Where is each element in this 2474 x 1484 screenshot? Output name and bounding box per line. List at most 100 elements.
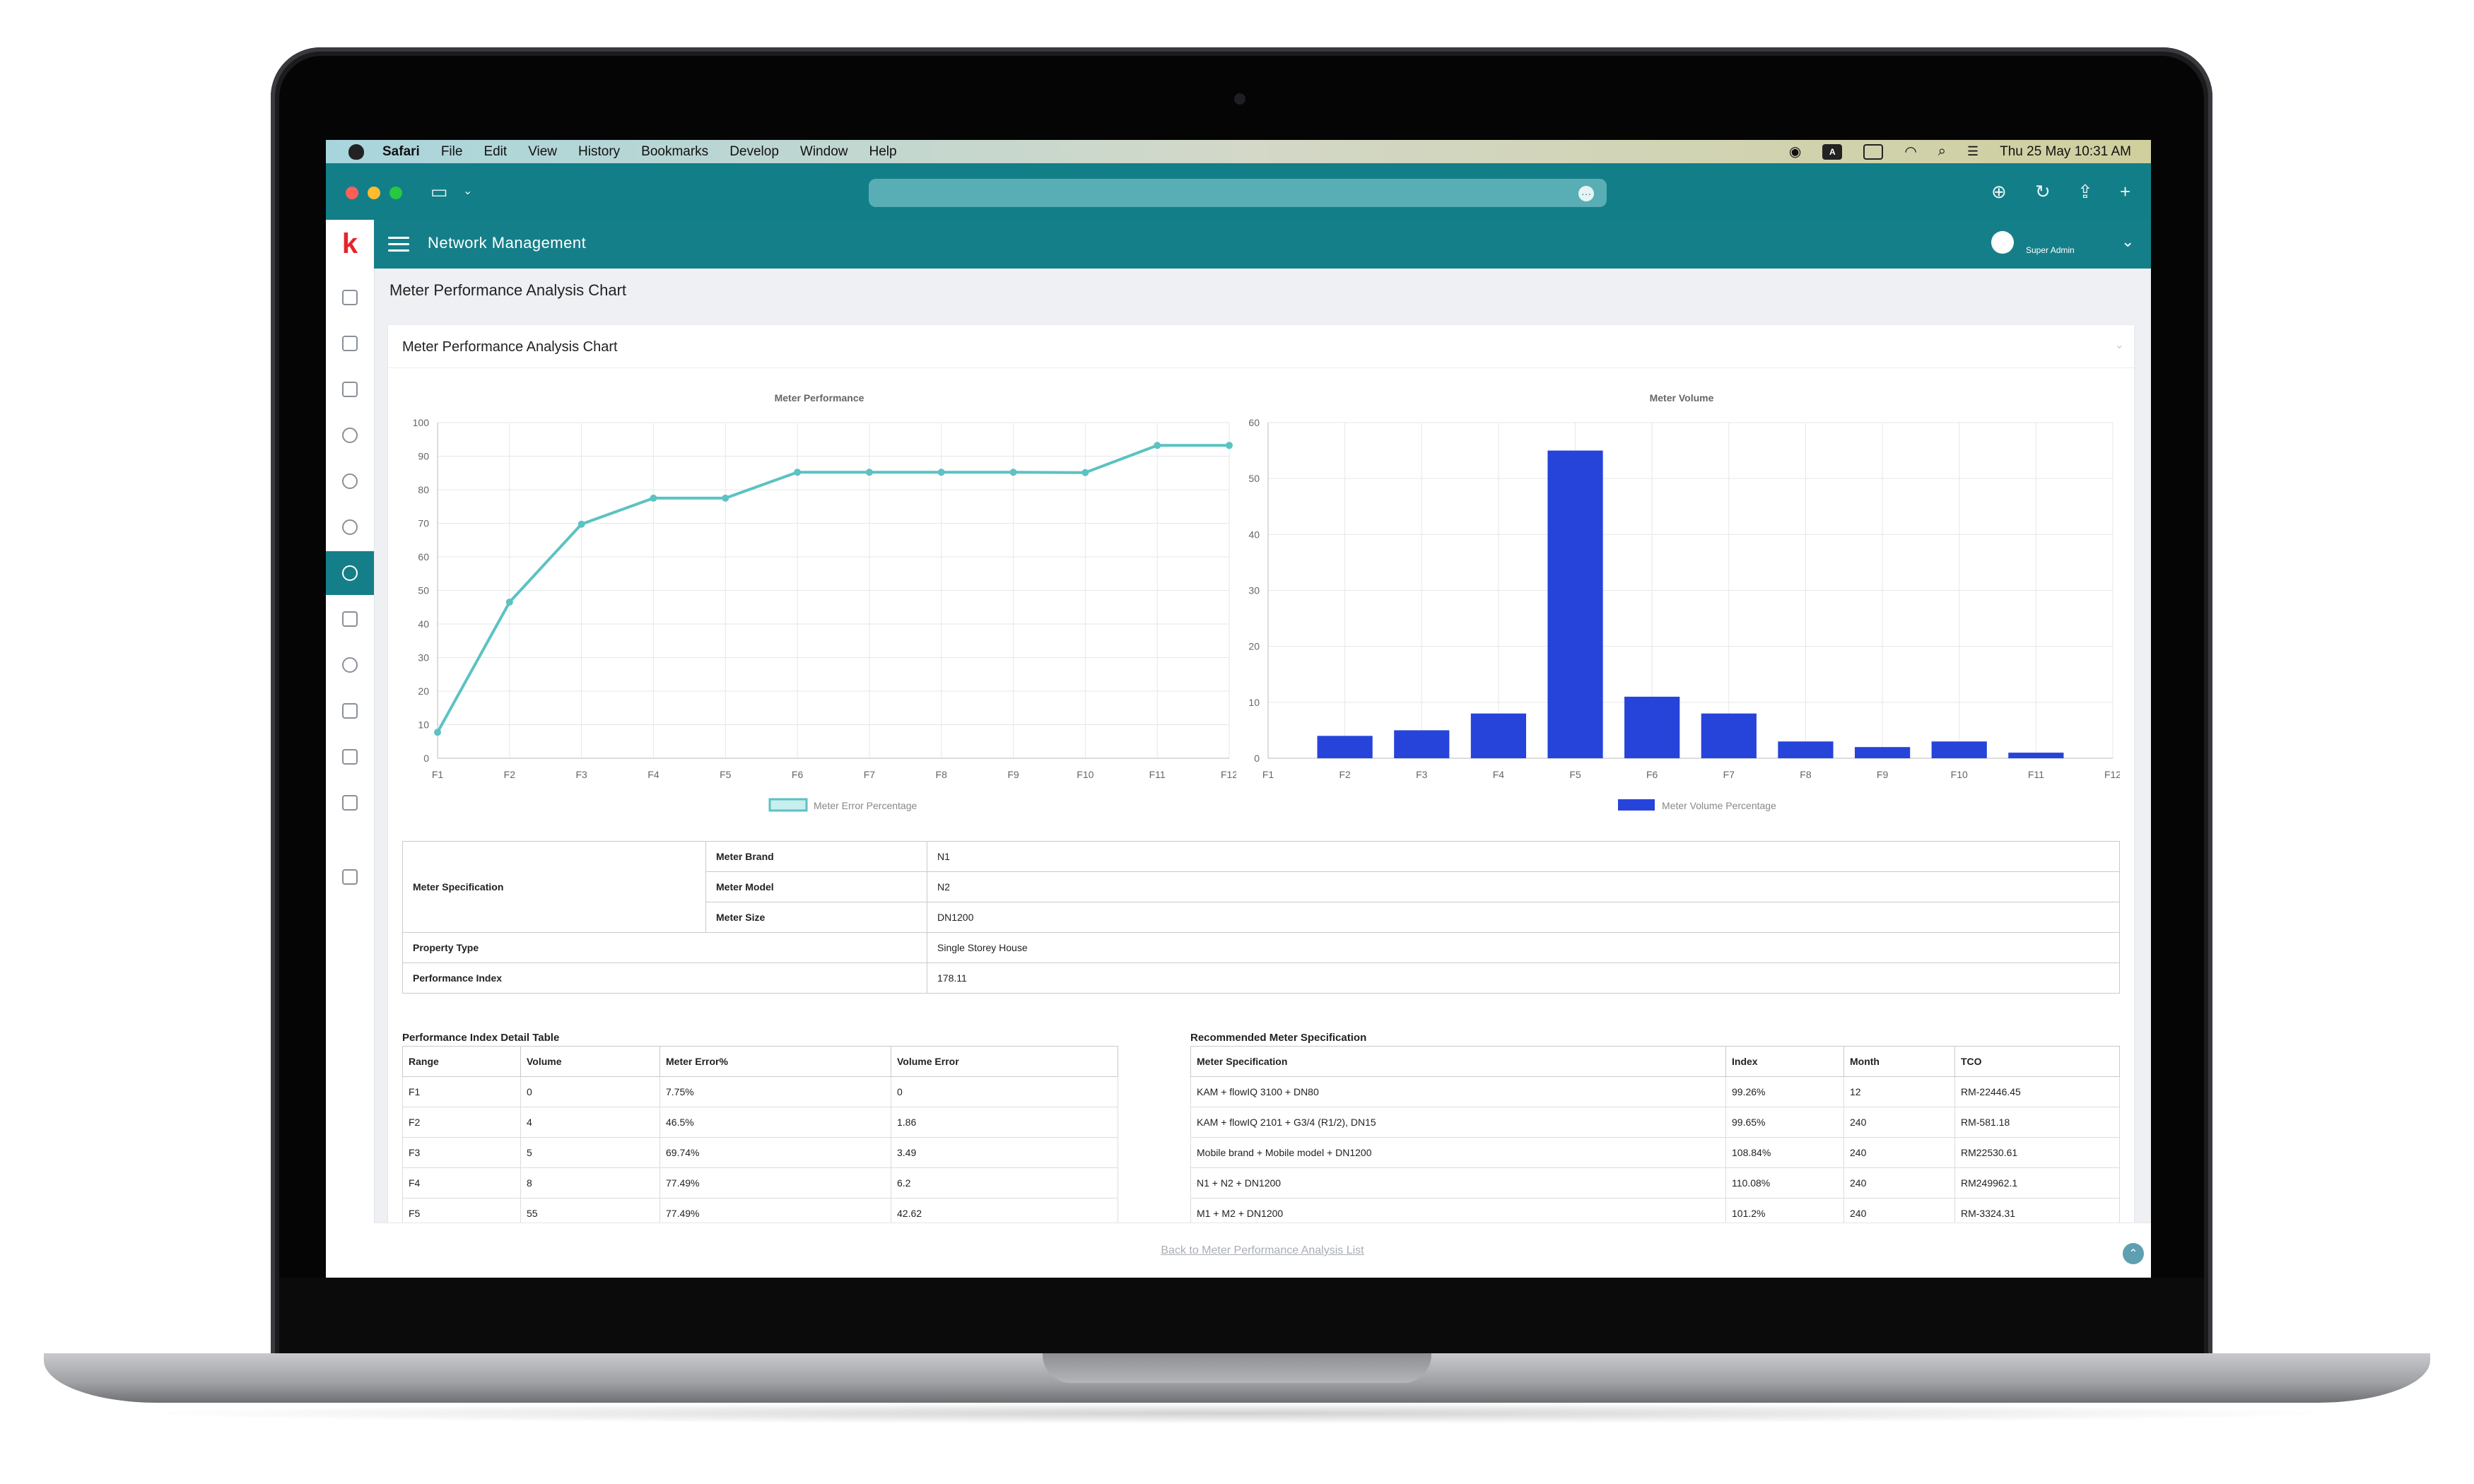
laptop-shadow	[113, 1403, 2361, 1424]
apple-icon[interactable]	[348, 143, 364, 160]
sidebar-item-report[interactable]	[326, 689, 374, 733]
logout-icon	[342, 869, 358, 885]
x-tick-label: F5	[1569, 769, 1581, 780]
checklist-icon	[342, 382, 358, 397]
menu-help[interactable]: Help	[869, 143, 897, 159]
column-header: Meter Error%	[659, 1046, 891, 1077]
meter-model-value: N2	[927, 871, 2120, 902]
x-tick-label: F7	[1723, 769, 1735, 780]
bar	[1624, 696, 1680, 758]
sidebar-item-camera-settings[interactable]	[326, 781, 374, 825]
sidebar-toggle-icon[interactable]: ▭	[430, 181, 448, 202]
y-tick-label: 0	[1254, 753, 1260, 764]
table-row: KAM + flowIQ 3100 + DN80 99.26% 12 RM-22…	[1190, 1076, 2120, 1107]
back-to-list-link[interactable]: Back to Meter Performance Analysis List	[1161, 1244, 1364, 1256]
table-header-row: Range Volume Meter Error% Volume Error	[402, 1046, 1118, 1077]
bar	[1470, 713, 1527, 758]
sidebar-item-home[interactable]	[326, 276, 374, 319]
data-point	[650, 494, 657, 502]
chevron-down-icon[interactable]: ⌄	[2121, 232, 2135, 250]
chart-title-performance: Meter Performance	[774, 392, 864, 404]
series-line	[436, 444, 1229, 734]
y-tick-label: 100	[413, 417, 430, 428]
sidebar-item-network[interactable]	[326, 551, 374, 595]
property-type-value: Single Storey House	[927, 932, 2120, 963]
table-cell: RM-581.18	[1954, 1107, 2120, 1138]
legend-label: Meter Volume Percentage	[1662, 800, 1776, 811]
wifi-icon[interactable]: ◠	[1904, 144, 1917, 160]
menu-file[interactable]: File	[440, 143, 463, 159]
data-point	[865, 469, 873, 476]
bar	[1854, 747, 1911, 758]
meter-brand-value: N1	[927, 841, 2120, 872]
x-tick-label: F11	[2028, 769, 2044, 780]
menu-develop[interactable]: Develop	[729, 143, 779, 159]
card-header: Meter Performance Analysis Chart ⌄	[388, 325, 2134, 368]
sidebar-item-document[interactable]	[326, 735, 374, 779]
table-cell: KAM + flowIQ 3100 + DN80	[1190, 1076, 1726, 1107]
table-cell: 8	[520, 1167, 660, 1199]
zoom-window-button[interactable]	[389, 187, 402, 199]
laptop-notch	[1043, 1353, 1431, 1383]
y-tick-label: 10	[418, 719, 429, 731]
scroll-to-top-icon[interactable]: ⌃	[2123, 1243, 2144, 1264]
chevron-down-icon[interactable]: ⌄	[2114, 339, 2124, 351]
table-cell: 110.08%	[1725, 1167, 1844, 1199]
table-cell: F3	[402, 1137, 521, 1168]
menu-window[interactable]: Window	[799, 143, 848, 159]
x-tick-label: F3	[575, 769, 587, 780]
creative-cloud-icon[interactable]: ◉	[1788, 144, 1802, 160]
column-header: Index	[1725, 1046, 1844, 1077]
sidebar-item-logout[interactable]	[326, 855, 374, 899]
data-point	[1009, 469, 1017, 476]
keyboard-input-icon[interactable]: A	[1822, 143, 1843, 160]
ellipsis-icon[interactable]: ···	[1578, 186, 1594, 201]
table-cell: 240	[1843, 1137, 1955, 1168]
menu-icon[interactable]	[388, 237, 409, 252]
sidebar	[326, 269, 375, 1278]
reload-icon[interactable]: ↻	[2035, 181, 2051, 202]
x-tick-label: F1	[1262, 769, 1274, 780]
download-icon[interactable]: ⊕	[1991, 181, 2007, 202]
menu-bookmarks[interactable]: Bookmarks	[641, 143, 709, 159]
browser-toolbar: ▭ ⌄ ··· ⊕ ↻ ⇪ +	[326, 163, 2151, 220]
legend-swatch	[768, 798, 808, 812]
table-cell: 0	[520, 1076, 660, 1107]
control-center-icon[interactable]: ☰	[1966, 144, 1979, 158]
sidebar-item-group[interactable]	[326, 505, 374, 549]
column-header: Volume Error	[891, 1046, 1118, 1077]
menu-edit[interactable]: Edit	[483, 143, 508, 159]
sidebar-item-users[interactable]	[326, 459, 374, 503]
menu-history[interactable]: History	[578, 143, 621, 159]
address-bar[interactable]: ···	[869, 179, 1607, 207]
meter-volume-chart: 0 10 20 30 40 50 60 F1 F2 F3 F4 F5 F6 F7 F8 F9 F10 F11 F12…	[1248, 417, 2120, 811]
sidebar-item-settings[interactable]	[326, 643, 374, 687]
sidebar-item-device[interactable]	[326, 322, 374, 365]
sidebar-item-user[interactable]	[326, 413, 374, 457]
user-name[interactable]: Super Admin	[2026, 245, 2075, 255]
table-cell: 12	[1843, 1076, 1955, 1107]
x-tick-label: F9	[1007, 769, 1019, 780]
table-row: F3 5 69.74% 3.49	[402, 1137, 1118, 1168]
table-cell: 6.2	[891, 1167, 1118, 1199]
table-cell: 108.84%	[1725, 1137, 1844, 1168]
menu-app-name[interactable]: Safari	[382, 143, 420, 159]
y-tick-label: 10	[1248, 697, 1260, 708]
sidebar-item-checklist[interactable]	[326, 367, 374, 411]
table-cell: 3.49	[891, 1137, 1118, 1168]
chevron-down-icon[interactable]: ⌄	[463, 185, 473, 197]
menubar-clock[interactable]: Thu 25 May 10:31 AM	[2000, 143, 2131, 159]
x-tick-label: F4	[1493, 769, 1505, 780]
close-window-button[interactable]	[346, 187, 358, 199]
share-icon[interactable]: ⇪	[2077, 181, 2093, 202]
table-row: N1 + N2 + DN1200 110.08% 240 RM249962.1	[1190, 1167, 2120, 1199]
battery-icon[interactable]	[1863, 143, 1884, 160]
user-avatar-icon[interactable]	[1991, 231, 2014, 254]
menu-view[interactable]: View	[528, 143, 558, 159]
new-tab-icon[interactable]: +	[2120, 181, 2131, 202]
app-logo[interactable]: k	[326, 220, 374, 269]
x-tick-label: F1	[432, 769, 444, 780]
sidebar-item-upload[interactable]	[326, 597, 374, 641]
spotlight-search-icon[interactable]: ⌕	[1937, 143, 1946, 159]
minimize-window-button[interactable]	[368, 187, 380, 199]
